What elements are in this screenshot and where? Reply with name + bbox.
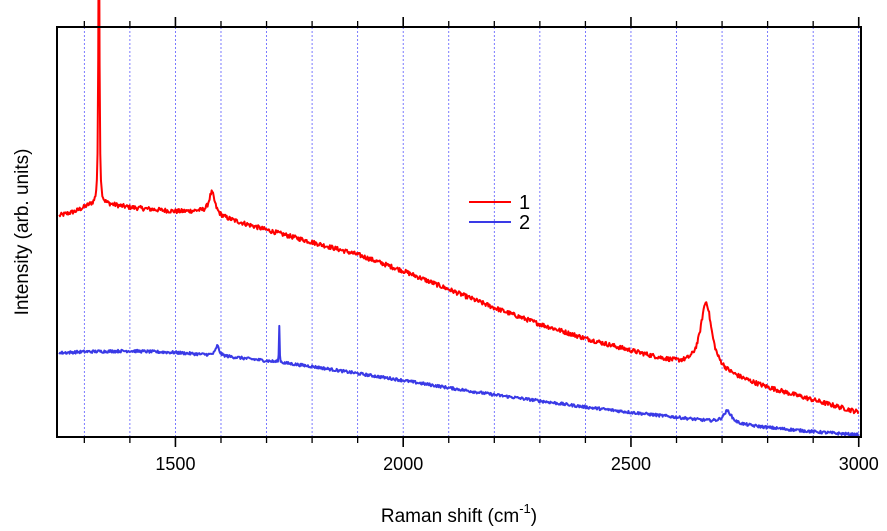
y-axis-label: Intensity (arb. units) — [12, 149, 33, 316]
x-tick-labels: 1500 2000 2500 3000 — [155, 454, 878, 474]
x-axis-label: Raman shift (cm-1) — [381, 501, 537, 527]
grid-lines — [83, 27, 860, 437]
plot-frame — [56, 26, 862, 438]
series-layer — [58, 0, 860, 438]
x-tick-label-1500: 1500 — [155, 454, 195, 474]
legend: 12 — [469, 192, 530, 234]
series-1-line — [58, 0, 860, 415]
x-tick-label-3000: 3000 — [839, 454, 879, 474]
series-2-line — [58, 324, 860, 438]
x-axis-label-superscript: -1 — [519, 501, 531, 516]
x-tick-label-2000: 2000 — [383, 454, 423, 474]
legend-label-1: 1 — [519, 192, 530, 214]
x-tick-label-2500: 2500 — [611, 454, 651, 474]
axis-ticks — [83, 17, 860, 447]
legend-label-2: 2 — [519, 212, 530, 234]
